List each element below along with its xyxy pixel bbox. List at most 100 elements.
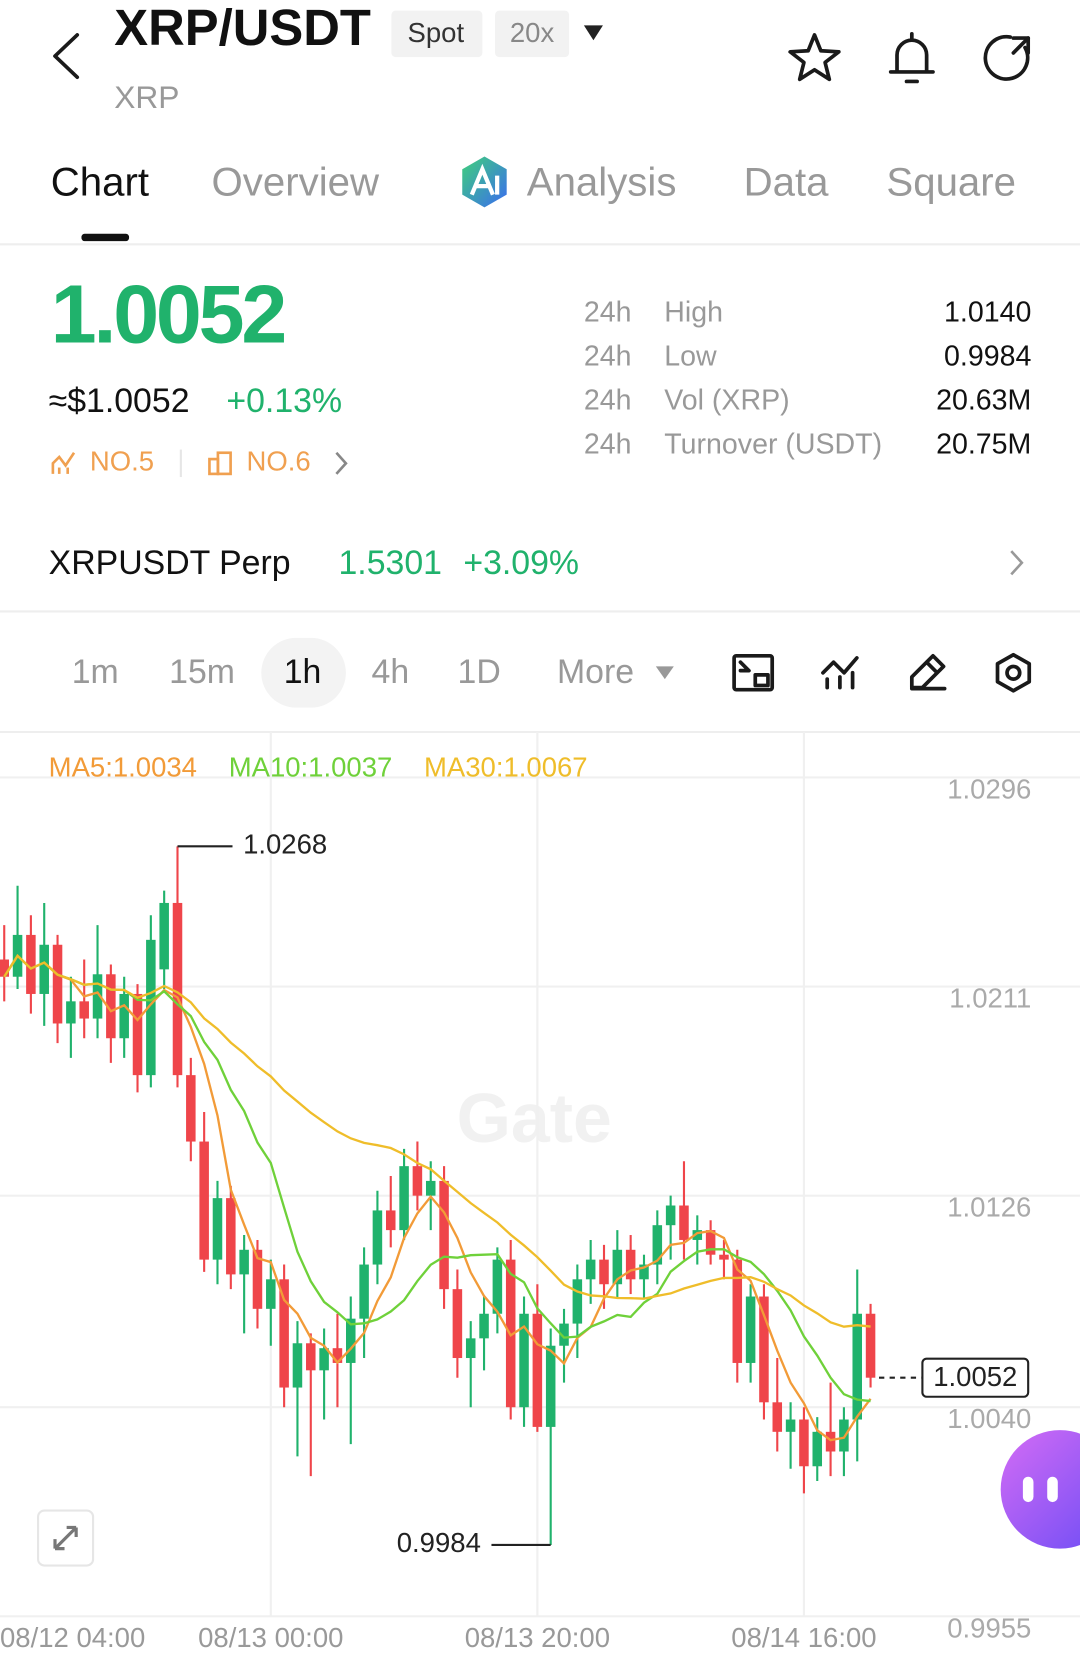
- candle-body: [759, 1296, 769, 1403]
- market-badge: Spot: [408, 17, 465, 48]
- interval[interactable]: 1D: [458, 653, 501, 691]
- candle-body: [572, 1279, 583, 1324]
- candle-body: [132, 993, 143, 1076]
- symbol: XRP/USDT: [114, 0, 371, 56]
- candle-body: [719, 1254, 729, 1260]
- candlestick-chart: Gate 08/12 04:00 08/13 00:00 08/13 20:00 08/…: [0, 731, 1080, 1653]
- candle-body: [359, 1264, 369, 1319]
- ai-icon-glyph: [469, 163, 500, 196]
- draw-icon[interactable]: [909, 653, 947, 691]
- moving-average-line: [3, 954, 871, 1328]
- settings-icon[interactable]: [995, 652, 1032, 693]
- assistant-button[interactable]: [1000, 1430, 1080, 1549]
- stat-label: High: [664, 297, 723, 329]
- candle-body: [692, 1230, 703, 1240]
- candle-body: [26, 934, 36, 994]
- candle-body: [545, 1345, 556, 1427]
- candle-body: [319, 1348, 329, 1371]
- candle-body: [119, 993, 129, 1039]
- stat-period: 24h: [584, 341, 632, 373]
- candle-body: [39, 944, 49, 994]
- stat-label: Vol (XRP): [664, 385, 789, 417]
- share-icon[interactable]: [983, 34, 1031, 81]
- tab[interactable]: Analysis: [527, 160, 677, 205]
- candle-body: [266, 1279, 276, 1309]
- candle-body: [865, 1313, 876, 1378]
- candle-body: [679, 1205, 689, 1240]
- stat-period: 24h: [584, 428, 632, 460]
- candle-body: [425, 1180, 436, 1196]
- rank[interactable]: NO.5: [90, 446, 154, 477]
- stat-period: 24h: [584, 297, 632, 329]
- stat-label: Low: [664, 341, 717, 373]
- last-price-label: 1.0052: [933, 1361, 1017, 1392]
- favorite-icon[interactable]: [788, 33, 841, 82]
- tab[interactable]: Chart: [51, 160, 149, 205]
- candle-body: [652, 1225, 663, 1265]
- badge: [495, 10, 570, 58]
- perp-name[interactable]: XRPUSDT Perp: [49, 544, 291, 582]
- candle-body: [226, 1198, 236, 1275]
- rank[interactable]: NO.6: [246, 446, 310, 477]
- interval[interactable]: 1h: [284, 653, 322, 691]
- rank-icon: [208, 451, 232, 476]
- candle-body: [785, 1419, 796, 1432]
- y-tick-label: 0.9955: [947, 1612, 1031, 1643]
- tab[interactable]: Overview: [212, 160, 380, 205]
- candle-body: [585, 1259, 596, 1280]
- candle-body: [186, 1075, 196, 1142]
- candle-body: [159, 902, 169, 970]
- indicator-icon[interactable]: [821, 656, 859, 690]
- candle-body: [172, 902, 183, 1076]
- stat-value: 1.0140: [944, 297, 1031, 329]
- moving-average-line: [3, 954, 872, 1442]
- y-tick-label: 1.0126: [947, 1192, 1031, 1223]
- candle-body: [252, 1249, 263, 1309]
- low-label: 0.9984: [397, 1527, 481, 1558]
- dropdown-arrow[interactable]: [583, 25, 603, 41]
- interval[interactable]: More: [557, 653, 634, 691]
- candle-body: [639, 1264, 649, 1280]
- candle-body: [239, 1249, 249, 1275]
- badge: [391, 10, 483, 58]
- candle-body: [412, 1166, 423, 1196]
- layout-icon[interactable]: [732, 653, 775, 692]
- candle-body: [452, 1289, 463, 1359]
- ma-label: MA10:1.0037: [229, 751, 393, 782]
- perp-change: +3.09%: [463, 544, 579, 582]
- candle-body: [612, 1249, 623, 1285]
- candle-body: [0, 959, 9, 977]
- candle-body: [599, 1259, 609, 1285]
- ai-icon: [462, 156, 507, 208]
- ma-label: MA30:1.0067: [424, 751, 588, 782]
- candle-body: [479, 1313, 489, 1339]
- stat-value: 0.9984: [944, 341, 1031, 373]
- y-tick-label: 1.0211: [949, 983, 1031, 1014]
- candle-body: [825, 1431, 836, 1452]
- chevron[interactable]: [1010, 550, 1024, 576]
- dropdown-arrow[interactable]: [655, 666, 674, 680]
- tab[interactable]: Square: [886, 160, 1016, 205]
- tab-indicator: [81, 233, 130, 242]
- candle-body: [52, 944, 63, 1024]
- interval[interactable]: 4h: [372, 653, 410, 691]
- usd-price: ≈$1.0052: [49, 382, 190, 420]
- rank-icon: [51, 452, 76, 474]
- alert-icon[interactable]: [888, 31, 935, 84]
- interval[interactable]: 15m: [169, 653, 235, 691]
- chevron[interactable]: [335, 451, 348, 475]
- candle-body: [199, 1141, 209, 1260]
- candle-body: [385, 1210, 396, 1231]
- y-tick-label: 1.0040: [947, 1403, 1031, 1434]
- tab[interactable]: Data: [744, 160, 830, 205]
- candle-body: [106, 974, 116, 1039]
- watermark: Gate: [457, 1079, 612, 1157]
- fullscreen-button[interactable]: [37, 1509, 95, 1567]
- candle-body: [745, 1296, 756, 1363]
- base-asset: XRP: [114, 79, 179, 115]
- back-button[interactable]: [53, 33, 80, 80]
- candle-body: [839, 1419, 849, 1452]
- candle-body: [705, 1230, 716, 1255]
- interval[interactable]: 1m: [72, 653, 119, 691]
